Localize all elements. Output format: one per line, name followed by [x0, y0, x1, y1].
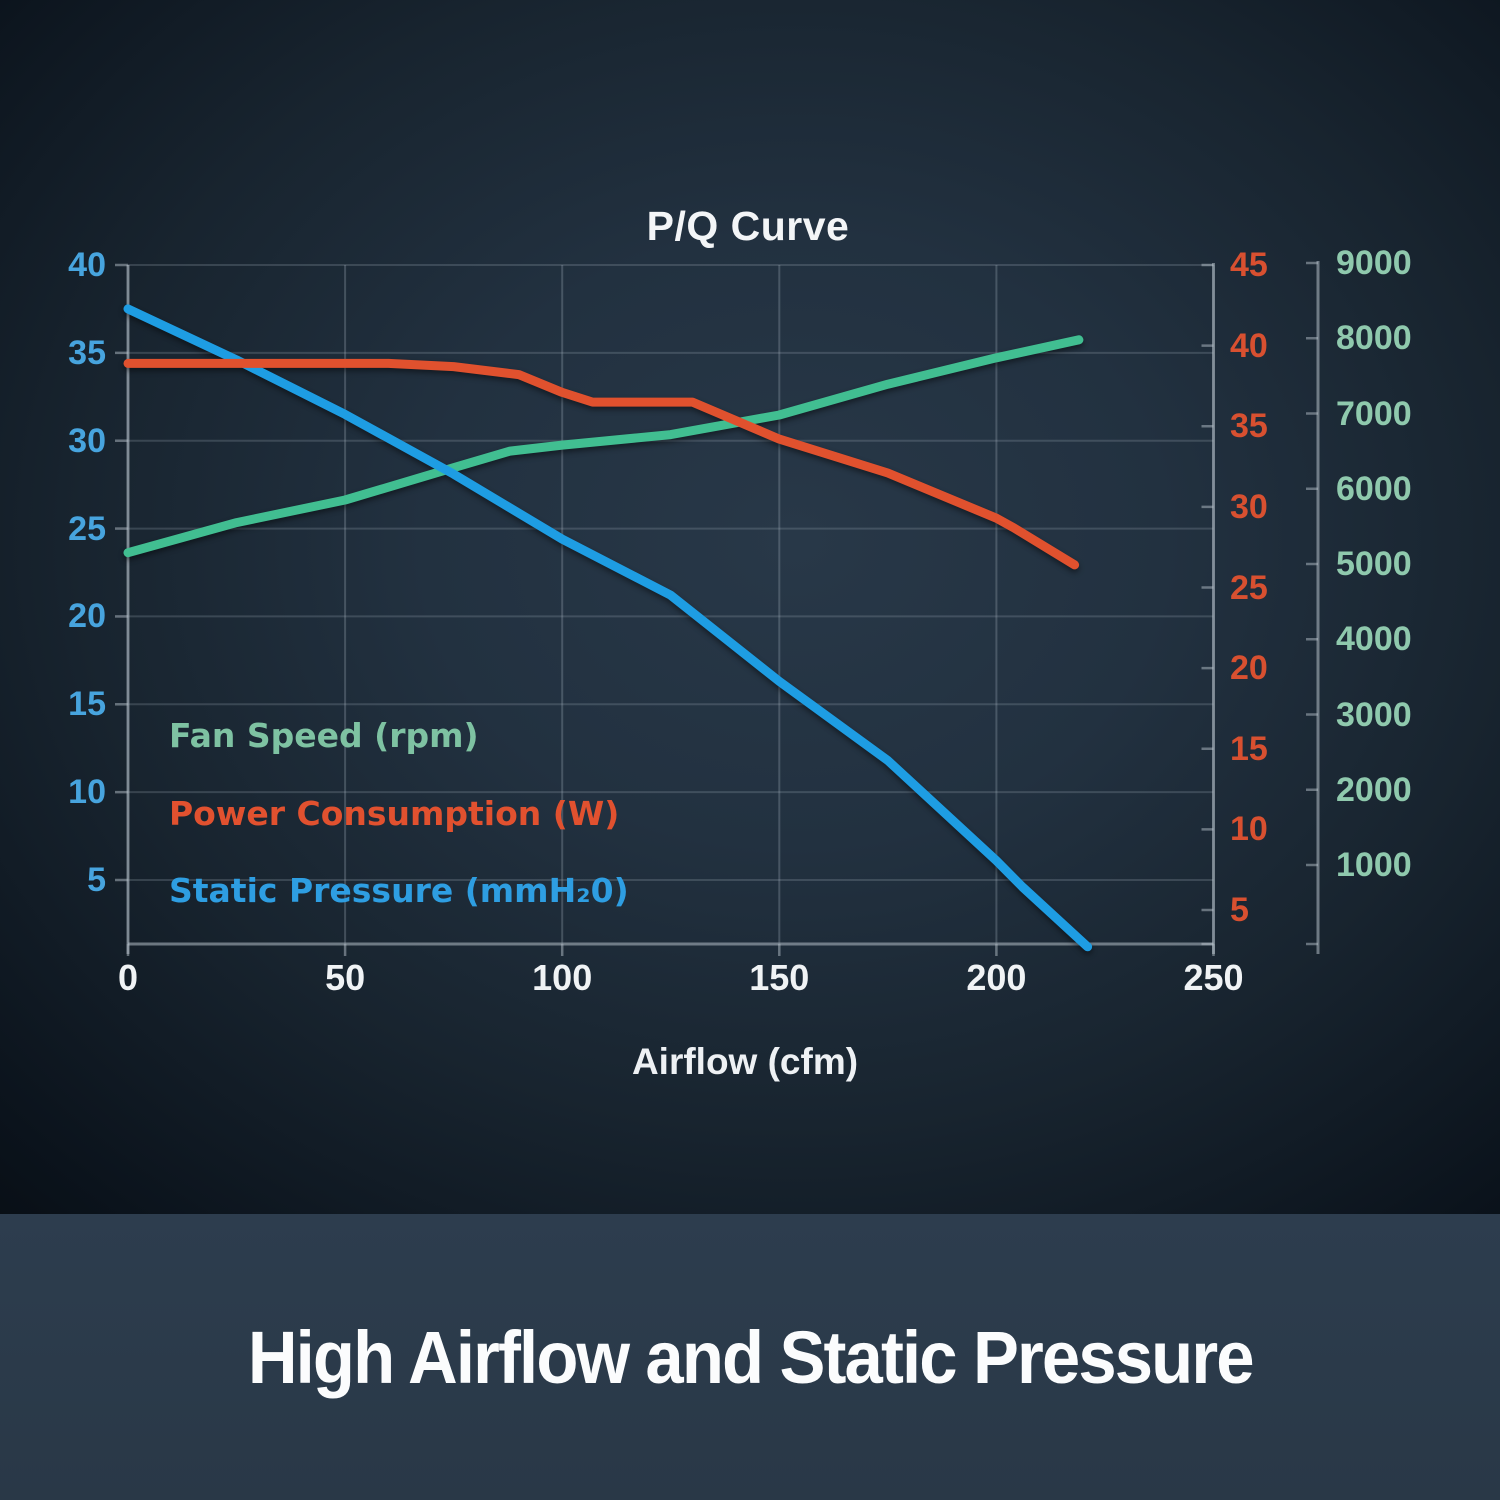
legend-fan-speed: Fan Speed (rpm) [169, 716, 479, 755]
power-tick-label: 10 [1230, 810, 1268, 849]
x-tick-label: 200 [966, 957, 1027, 998]
rpm-tick-label: 8000 [1336, 319, 1412, 358]
rpm-tick-label: 3000 [1336, 695, 1412, 734]
banner-caption: High Airflow and Static Pressure [247, 1315, 1255, 1399]
pressure-tick-label: 10 [68, 773, 106, 812]
rpm-tick-label: 1000 [1336, 846, 1412, 884]
power-tick-label: 45 [1230, 246, 1268, 284]
power-tick-label: 40 [1230, 326, 1268, 365]
power-tick-label: 25 [1230, 568, 1268, 607]
gridlines [127, 264, 1215, 944]
axis-ticks [115, 261, 1318, 956]
power-tick-label: 35 [1230, 407, 1268, 446]
x-tick-label: 150 [749, 957, 810, 998]
axis-lines [126, 261, 1320, 954]
pressure-tick-label: 25 [68, 509, 106, 548]
pressure-tick-label: 35 [68, 333, 106, 372]
x-tick-label: 0 [117, 957, 139, 998]
banner: High Airflow and Static Pressure [0, 1214, 1500, 1500]
rpm-tick-label: 7000 [1336, 394, 1412, 433]
x-tick-label: 100 [532, 957, 593, 998]
rpm-tick-label: 4000 [1336, 620, 1412, 659]
power-tick-label: 20 [1230, 649, 1268, 688]
pressure-tick-label: 5 [87, 861, 106, 899]
pressure-tick-label: 20 [68, 597, 106, 636]
rpm-tick-label: 5000 [1336, 545, 1412, 583]
pressure-tick-label: 15 [68, 685, 106, 724]
rpm-tick-label: 2000 [1336, 770, 1412, 809]
rpm-tick-label: 9000 [1336, 244, 1412, 282]
pressure-tick-label: 40 [68, 246, 106, 284]
static-pressure-curve [123, 304, 1093, 952]
power-tick-label: 5 [1230, 891, 1249, 929]
power-consumption-curve [123, 358, 1080, 570]
power-tick-label: 30 [1230, 487, 1268, 526]
x-tick-label: 250 [1183, 957, 1244, 998]
x-tick-label: 50 [325, 957, 366, 998]
fan-speed-curve [123, 335, 1084, 558]
chart-title: P/Q Curve [646, 203, 850, 249]
series-curves [123, 304, 1093, 952]
legend-power-consumption: Power Consumption (W) [169, 794, 620, 833]
rpm-tick-label: 6000 [1336, 469, 1412, 508]
x-axis-title: Airflow (cfm) [631, 1041, 859, 1082]
legend-static-pressure: Static Pressure (mmH₂0) [169, 871, 629, 910]
pressure-tick-label: 30 [68, 421, 106, 460]
power-tick-label: 15 [1230, 729, 1268, 768]
